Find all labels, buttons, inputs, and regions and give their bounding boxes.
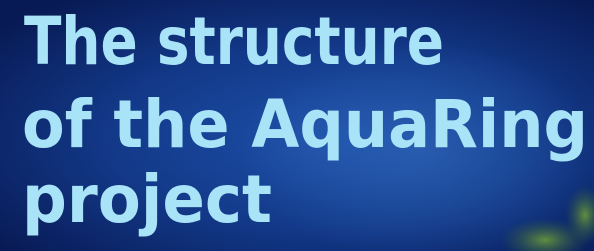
page: The structure of the AquaRing project ((… bbox=[0, 0, 594, 251]
title-line: The structure bbox=[24, 3, 444, 80]
title-line: project bbox=[22, 161, 272, 238]
title-image: The structure of the AquaRing project bbox=[0, 0, 594, 251]
title-line: of the AquaRing bbox=[22, 86, 588, 163]
